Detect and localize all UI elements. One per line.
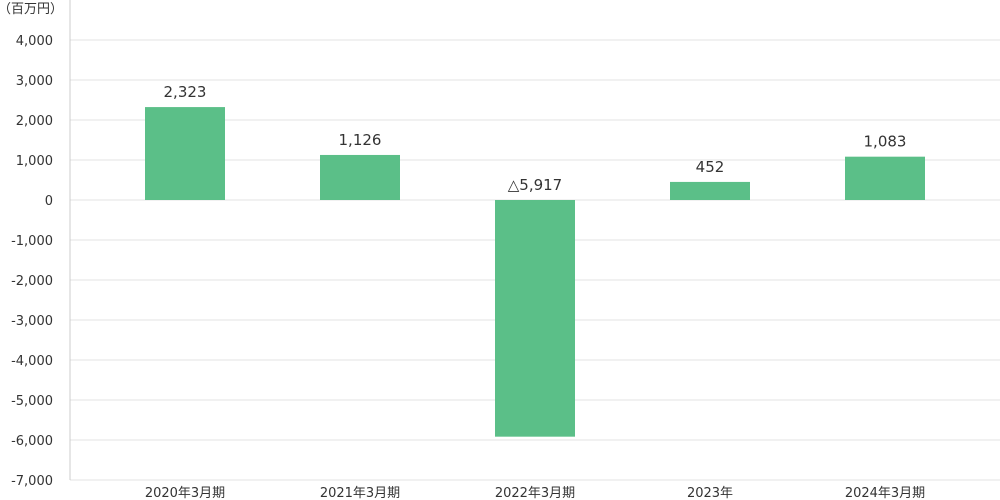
unit-label: （百万円） <box>0 2 63 17</box>
x-tick-label: 2020年3月期 <box>145 486 225 500</box>
x-tick-label: 2022年3月期 <box>495 486 575 500</box>
x-tick-label: 2023年 <box>687 486 733 500</box>
bars <box>145 107 925 437</box>
x-tick-labels: 2020年3月期 2021年3月期 2022年3月期 2023年 2024年3月期 <box>145 486 925 500</box>
y-tick-label: -2,000 <box>11 274 53 289</box>
data-label: △5,917 <box>508 176 562 194</box>
data-label: 1,126 <box>339 131 382 149</box>
x-tick-label: 2021年3月期 <box>320 486 400 500</box>
x-tick-label: 2024年3月期 <box>845 486 925 500</box>
y-tick-label: 3,000 <box>16 74 53 89</box>
bar <box>320 154 400 200</box>
bar <box>845 156 925 200</box>
y-tick-label: -6,000 <box>11 434 53 449</box>
bar <box>145 107 225 200</box>
y-tick-label: -3,000 <box>11 314 53 329</box>
data-label: 452 <box>696 158 725 176</box>
data-label: 1,083 <box>864 133 907 151</box>
y-tick-label: -4,000 <box>11 354 53 369</box>
y-tick-labels: 4,000 3,000 2,000 1,000 0 -1,000 -2,000 -3,000 -… <box>11 34 53 489</box>
y-tick-label: 1,000 <box>16 154 53 169</box>
y-tick-label: -1,000 <box>11 234 53 249</box>
y-tick-label: -7,000 <box>11 474 53 489</box>
data-labels: 2,323 1,126 △5,917 452 1,083 <box>164 83 907 194</box>
y-tick-label: 4,000 <box>16 34 53 49</box>
bar <box>495 200 575 437</box>
y-tick-label: -5,000 <box>11 394 53 409</box>
y-tick-label: 2,000 <box>16 114 53 129</box>
data-label: 2,323 <box>164 83 207 101</box>
bar <box>670 181 750 200</box>
y-tick-label: 0 <box>45 194 53 209</box>
